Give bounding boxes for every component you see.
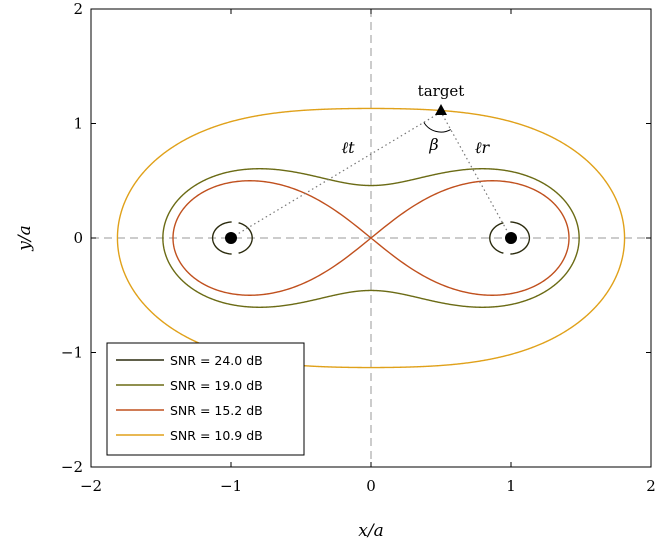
x-tick-label: 0 [366,477,376,495]
axis-ticks: −2 −1 0 1 2 −2 −1 0 1 2 [61,0,656,495]
y-tick-label: −2 [61,458,83,476]
angle-label: β [428,135,438,154]
path-t-label: ℓt [341,138,355,157]
legend-label-3: SNR = 15.2 dB [170,403,263,418]
path-r-label: ℓr [475,138,491,157]
target-marker [435,104,447,116]
receiver-marker [505,232,517,244]
y-tick-label: 2 [73,0,83,18]
bistatic-geometry: target β ℓt ℓr [225,82,517,244]
y-tick-label: 0 [73,229,83,247]
curve-series-4 [116,107,626,369]
y-tick-label: −1 [61,344,83,362]
x-tick-label: −1 [220,477,242,495]
curve-series-3 [172,180,570,296]
target-label: target [418,82,465,100]
curve-series-2 [162,168,580,308]
legend-label-4: SNR = 10.9 dB [170,428,263,443]
x-tick-label: 1 [506,477,516,495]
legend-label-1: SNR = 24.0 dB [170,353,263,368]
cassini-ovals [116,107,626,369]
path-transmitter-target [230,111,442,239]
legend: SNR = 24.0 dB SNR = 19.0 dB SNR = 15.2 dB S… [106,342,305,456]
angle-arc [423,122,451,133]
legend-box [106,342,305,456]
x-tick-label: −2 [80,477,102,495]
legend-label-2: SNR = 19.0 dB [170,378,263,393]
y-axis-label: y/a [15,225,35,251]
y-tick-label: 1 [73,115,83,133]
x-tick-label: 2 [646,477,656,495]
x-axis-label: x/a [358,521,383,541]
path-receiver-target [440,111,512,239]
transmitter-marker [225,232,237,244]
